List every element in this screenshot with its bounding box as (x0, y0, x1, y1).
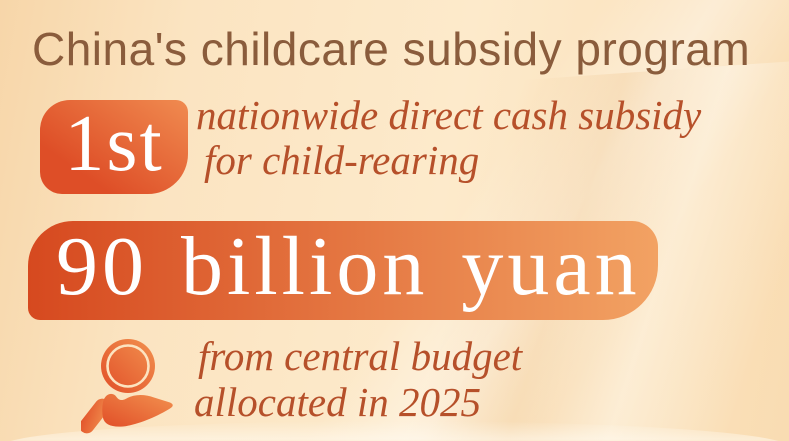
stat-amount-line1: from central budget (198, 333, 523, 379)
coin-icon (101, 339, 155, 393)
rank-badge: 1st (40, 100, 188, 194)
open-hand-icon (81, 393, 173, 434)
stat-first-line1: nationwide direct cash subsidy (196, 92, 702, 138)
hand-holding-coin-icon (81, 339, 173, 434)
page-title: China's childcare subsidy program (32, 23, 751, 75)
amount-banner: 90 billion yuan (28, 220, 658, 320)
stat-first-line2: for child-rearing (204, 137, 480, 183)
stat-first-description: nationwide direct cash subsidy for child… (196, 93, 701, 183)
stat-amount-description: from central budget allocated in 2025 (194, 333, 523, 425)
stat-amount-line2: allocated in 2025 (194, 379, 481, 425)
